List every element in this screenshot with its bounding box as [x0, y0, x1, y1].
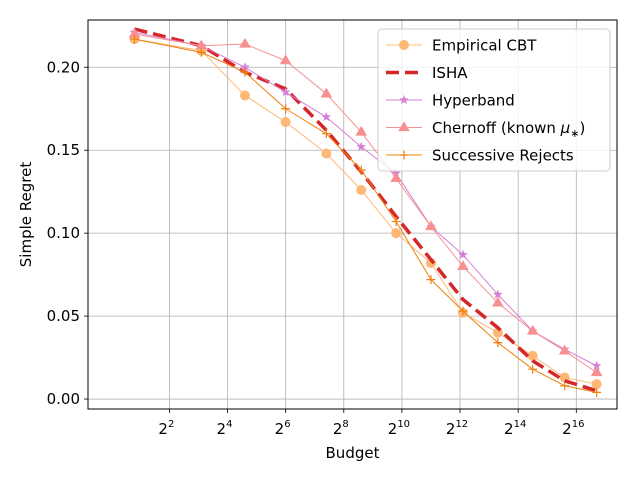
axis-ticks: 22 24 26 28 210 212 214 216 0.00 0.05 0.10 0.15 0.20	[47, 58, 585, 438]
data-point	[493, 338, 503, 348]
data-point	[321, 111, 332, 122]
data-point	[239, 90, 250, 101]
data-point	[527, 350, 538, 361]
legend-label: Successive Rejects	[432, 147, 574, 165]
data-point	[458, 306, 468, 316]
data-point	[399, 40, 409, 50]
legend-item: Empirical CBT	[386, 37, 537, 55]
data-point	[280, 86, 291, 97]
data-point	[399, 150, 409, 160]
x-tick-label: 26	[275, 419, 291, 438]
x-tick-label: 24	[217, 419, 233, 438]
data-point	[240, 67, 250, 77]
data-point	[560, 381, 570, 391]
data-point	[457, 260, 469, 270]
data-point	[492, 296, 504, 307]
series-3	[128, 27, 603, 377]
data-point	[321, 148, 332, 159]
data-point	[526, 324, 539, 335]
legend-item: Hyperband	[386, 92, 515, 110]
data-point	[239, 37, 251, 48]
data-point	[320, 87, 333, 98]
y-axis-label: Simple Regret	[17, 162, 35, 268]
data-point	[558, 344, 571, 355]
x-tick-label: 212	[446, 419, 468, 438]
data-point	[281, 104, 291, 114]
data-point	[426, 275, 436, 285]
plot-series	[128, 27, 603, 397]
data-point	[130, 34, 140, 44]
data-point	[196, 47, 206, 57]
legend: Empirical CBT ISHA Hyperband Chernoff (know…	[377, 28, 611, 172]
legend-item: Chernoff (known μ∗)	[386, 119, 585, 140]
x-tick-label: 22	[158, 419, 174, 438]
data-point	[457, 249, 468, 259]
legend-box	[377, 28, 611, 172]
x-tick-label: 216	[562, 419, 584, 438]
data-point	[425, 220, 437, 231]
y-tick-label: 0.05	[47, 307, 80, 325]
data-point	[592, 387, 602, 397]
data-point	[591, 379, 602, 390]
y-tick-label: 0.20	[47, 58, 80, 76]
data-point	[356, 165, 366, 175]
data-point	[280, 117, 291, 128]
legend-label: Empirical CBT	[432, 37, 537, 55]
x-tick-label: 214	[504, 419, 526, 438]
data-point	[321, 129, 331, 139]
data-point	[391, 228, 402, 239]
data-point	[356, 185, 367, 196]
series-4	[130, 34, 602, 397]
data-point	[355, 125, 368, 136]
x-tick-label: 28	[333, 419, 349, 438]
x-tick-label: 210	[388, 419, 410, 438]
data-point	[390, 172, 402, 183]
plot-frame	[87, 19, 618, 410]
data-point	[590, 366, 603, 377]
legend-item: ISHA	[386, 64, 468, 82]
y-tick-label: 0.15	[47, 141, 80, 159]
data-point	[398, 94, 410, 105]
x-axis-label: Budget	[326, 444, 380, 462]
data-point	[528, 364, 538, 374]
legend-item: Successive Rejects	[386, 147, 574, 165]
legend-label: Hyperband	[432, 92, 515, 110]
data-point	[356, 141, 367, 152]
data-point	[492, 289, 503, 299]
data-point	[391, 217, 401, 227]
y-tick-label: 0.00	[47, 390, 80, 408]
data-point	[398, 121, 410, 132]
legend-label: ISHA	[432, 64, 468, 82]
legend-label: Chernoff (known μ∗)	[432, 119, 585, 140]
y-tick-label: 0.10	[47, 224, 80, 242]
data-point	[279, 54, 292, 65]
